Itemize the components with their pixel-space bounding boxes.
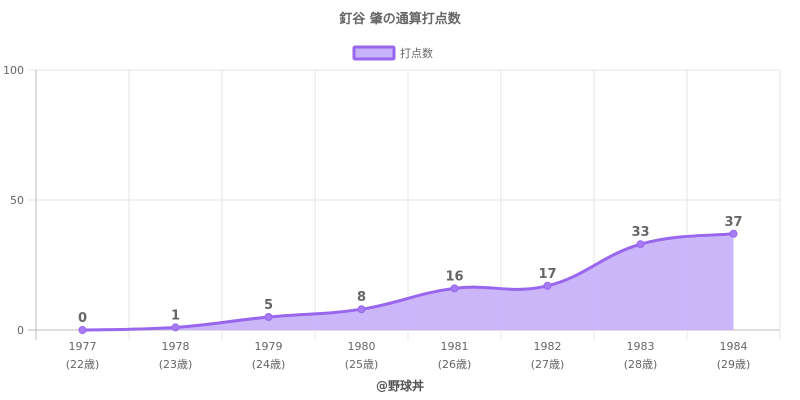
x-tick-sublabel: (29歳) [717,358,751,371]
x-tick-sublabel: (27歳) [531,358,565,371]
x-axis-ticks: 1977 (22歳) 1978 (23歳) 1979 (24歳) 1980 (25歳) 1981… [66,340,751,371]
data-point [543,281,552,290]
data-point [78,326,87,334]
data-point [264,313,273,321]
data-label: 33 [631,225,649,240]
y-tick-label: 100 [3,64,24,77]
legend-swatch [352,45,396,61]
data-point [450,284,459,293]
data-label: 8 [357,290,366,305]
x-tick-sublabel: (26歳) [438,358,472,371]
legend-label: 打点数 [400,46,433,60]
data-label: 16 [445,269,463,284]
data-point [171,323,180,332]
data-label: 0 [78,311,87,326]
data-point [357,305,366,314]
series-line [82,232,734,332]
x-tick-sublabel: (25歳) [345,358,379,371]
legend[interactable]: 打点数 [352,45,433,61]
x-tick-label: 1977 [69,340,97,353]
footer-credit: @野球丼 [376,378,424,393]
series-area [82,233,734,330]
x-tick-label: 1978 [162,340,190,353]
x-tick-label: 1984 [720,340,748,353]
data-point [729,229,738,238]
chart-title: 釘谷 肇の通算打点数 [339,11,462,27]
x-tick-sublabel: (22歳) [66,358,100,371]
x-tick-sublabel: (28歳) [624,358,658,371]
x-tick-sublabel: (24歳) [252,358,286,371]
data-point [636,240,645,249]
x-tick-sublabel: (23歳) [159,358,193,371]
data-label: 5 [264,298,273,313]
x-tick-label: 1981 [441,340,469,353]
x-tick-label: 1979 [255,340,283,353]
data-label: 17 [538,267,556,282]
y-tick-label: 0 [17,324,24,337]
x-tick-label: 1980 [348,340,376,353]
y-tick-label: 50 [10,194,24,207]
y-axis-ticks: 0 50 100 [3,64,24,337]
series [78,229,738,334]
x-tick-label: 1983 [627,340,655,353]
x-tick-label: 1982 [534,340,562,353]
data-label: 37 [724,215,742,230]
data-labels: 0 1 5 8 16 17 33 37 [78,215,743,326]
data-label: 1 [171,308,180,323]
